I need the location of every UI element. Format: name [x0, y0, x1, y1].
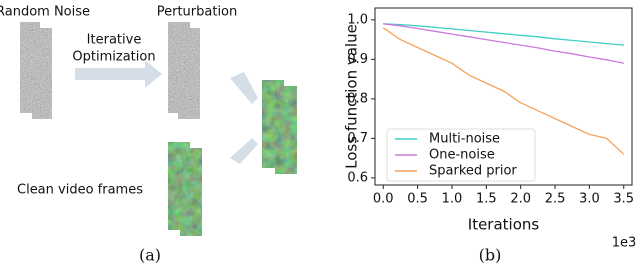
caption: (a)	[139, 246, 161, 265]
x-tick-label: 3.5	[613, 192, 634, 207]
output-frame	[275, 86, 297, 174]
optimization-label: Optimization	[72, 50, 155, 65]
diagram: Random Noise Perturbation Iterative Opti…	[0, 5, 297, 265]
x-tick-label: 0.0	[373, 192, 394, 207]
frames-label: Clean video frames	[17, 183, 143, 198]
perturbation-label: Perturbation	[157, 5, 238, 20]
series-line	[383, 23, 624, 46]
y-tick-label: 0.6	[347, 170, 368, 185]
y-axis-label: Loss function value	[343, 24, 361, 169]
arrow	[230, 138, 258, 164]
optimization-label: Iterative	[87, 33, 142, 48]
series-line	[382, 27, 625, 155]
x-tick-label: 1.0	[442, 192, 463, 207]
x-offset-label: 1e3	[612, 236, 637, 251]
y-tick-label: 0.8	[347, 91, 368, 106]
caption: (b)	[479, 246, 502, 265]
legend-box	[386, 128, 536, 182]
noise-frame	[32, 28, 52, 119]
series-line	[383, 23, 624, 64]
x-tick-label: 0.5	[407, 192, 428, 207]
legend-label: Sparked prior	[429, 164, 517, 179]
chart: 0.0 0.5 1.0 1.5 2.0 2.5 3.0 3.5 0.6 0.7 0.8 0.9 1.0 I…	[343, 7, 637, 265]
x-tick-label: 1.5	[476, 192, 497, 207]
video-frame	[180, 148, 202, 236]
plot-frame	[374, 7, 633, 186]
arrow	[230, 72, 258, 104]
x-tick-label: 2.5	[545, 192, 566, 207]
x-axis-label: Iterations	[468, 216, 540, 234]
noise-label: Random Noise	[0, 5, 90, 20]
legend-label: One-noise	[429, 148, 495, 163]
perturbation-frame	[178, 28, 200, 119]
y-tick-label: 0.7	[347, 131, 368, 146]
y-tick-label: 1.0	[347, 12, 368, 27]
y-tick-label: 0.9	[347, 52, 368, 67]
arrow	[75, 60, 162, 88]
legend-label: Multi-noise	[429, 132, 500, 147]
x-tick-label: 2.0	[510, 192, 531, 207]
x-tick-label: 3.0	[579, 192, 600, 207]
